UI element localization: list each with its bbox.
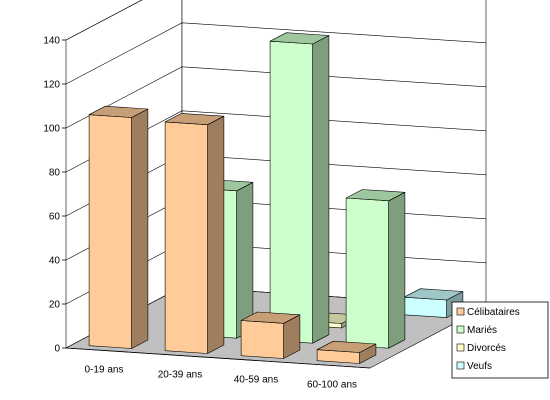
- y-tick-label: 0: [54, 344, 60, 355]
- bar-side-face: [388, 192, 406, 349]
- y-tick-label: 60: [49, 212, 61, 223]
- legend-label: Veufs: [467, 361, 492, 372]
- gridline: [65, 0, 143, 41]
- bar-top-face: [345, 189, 406, 202]
- y-tick-label: 40: [49, 256, 61, 267]
- bar-front-face: [403, 296, 448, 318]
- bar-side-face: [131, 108, 149, 349]
- chart-bars: [88, 32, 464, 364]
- bar: [345, 189, 406, 349]
- bar: [269, 32, 330, 344]
- legend-swatch: [456, 343, 465, 352]
- bar-front-face: [164, 121, 208, 354]
- bar-top-face: [164, 113, 225, 125]
- x-axis-line: [65, 347, 371, 369]
- legend-label: Célibataires: [467, 307, 520, 318]
- bar-top-face: [88, 105, 149, 118]
- y-tick-label: 100: [43, 124, 60, 135]
- bar-side-face: [207, 115, 225, 354]
- legend-swatch: [456, 307, 465, 316]
- legend-swatch: [456, 361, 465, 370]
- y-tick-label: 80: [49, 168, 61, 179]
- x-category-label: 20-39 ans: [158, 370, 202, 381]
- bar-side-face: [312, 35, 330, 344]
- bar-front-face: [345, 197, 390, 349]
- legend-swatch: [456, 325, 465, 334]
- y-tick-label: 120: [43, 80, 60, 91]
- bar-top-face: [316, 340, 377, 353]
- legend-label: Divorcés: [467, 343, 506, 354]
- legend: Célibataires Mariés Divorcés Veufs: [451, 301, 549, 379]
- bar: [240, 311, 301, 359]
- bar-front-face: [240, 320, 285, 359]
- y-tick-label: 140: [43, 36, 60, 47]
- legend-label: Mariés: [467, 325, 497, 336]
- bar-top-face: [403, 288, 464, 301]
- legend-box: [451, 301, 549, 379]
- x-category-label: 60-100 ans: [307, 380, 357, 391]
- y-axis-ticks: 0 20 40 60 80 100 120 140: [43, 36, 66, 355]
- x-category-label: 40-59 ans: [234, 375, 278, 386]
- x-axis-labels: 0-19 ans 20-39 ans 40-59 ans 60-100 ans: [85, 365, 357, 391]
- bar-top-face: [269, 32, 330, 45]
- bar: [316, 340, 377, 364]
- bar-front-face: [88, 114, 132, 349]
- x-category-label: 0-19 ans: [85, 365, 124, 376]
- gridline: [65, 22, 487, 85]
- y-tick-label: 20: [49, 300, 61, 311]
- bar: [164, 113, 225, 354]
- bar: [88, 105, 149, 349]
- bar-side-face: [236, 182, 254, 339]
- bar-top-face: [240, 311, 301, 324]
- bar-front-face: [269, 40, 314, 344]
